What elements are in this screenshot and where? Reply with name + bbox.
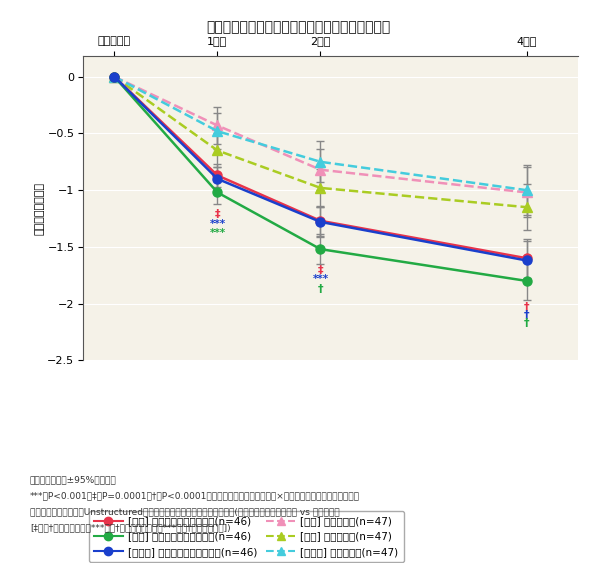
Text: †: †: [524, 310, 529, 320]
Text: ***：P<0.001、‡：P=0.0001、†：P<0.0001、評価日、投与群及び評価日×投与群の交互作用を固定効果、: ***：P<0.001、‡：P=0.0001、†：P<0.0001、評価日、投与…: [30, 491, 360, 501]
Text: [‡及び†：紅斋スコア、***參び†：そう痒スコア、***及び†：魗屡スコア]): [‡及び†：紅斋スコア、***參び†：そう痒スコア、***及び†：魗屡スコア]): [30, 523, 231, 532]
Text: †: †: [524, 302, 529, 312]
Text: †: †: [524, 318, 529, 328]
Text: 評価日間の相関構造にUnstructured［無相関］を仮定した混合効果モデル(各コムクロシャンプー群 vs プラセボ群: 評価日間の相関構造にUnstructured［無相関］を仮定した混合効果モデル(…: [30, 507, 340, 516]
Text: ‡: ‡: [318, 265, 323, 275]
Text: 紅斋スコア、魗屡スコア、そう痒スコアの変化量: 紅斋スコア、魗屡スコア、そう痒スコアの変化量: [206, 20, 390, 34]
Text: ***: ***: [209, 228, 225, 238]
Text: ***: ***: [312, 274, 328, 284]
Text: ***: ***: [209, 218, 225, 229]
Text: 最小二乗平均値±95%信頼区間: 最小二乗平均値±95%信頼区間: [30, 476, 117, 485]
Legend: [紅斋] コムクロシャンプー群(n=46), [魗屡] コムクロシャンプー群(n=46), [そう痒] コムクロシャンプー群(n=46), [紅斋] プラセボ群: [紅斋] コムクロシャンプー群(n=46), [魗屡] コムクロシャンプー群(n…: [89, 511, 403, 562]
Text: ‡: ‡: [215, 209, 221, 219]
Y-axis label: 各スコアの変化量: 各スコアの変化量: [35, 182, 45, 235]
Text: †: †: [318, 284, 323, 294]
